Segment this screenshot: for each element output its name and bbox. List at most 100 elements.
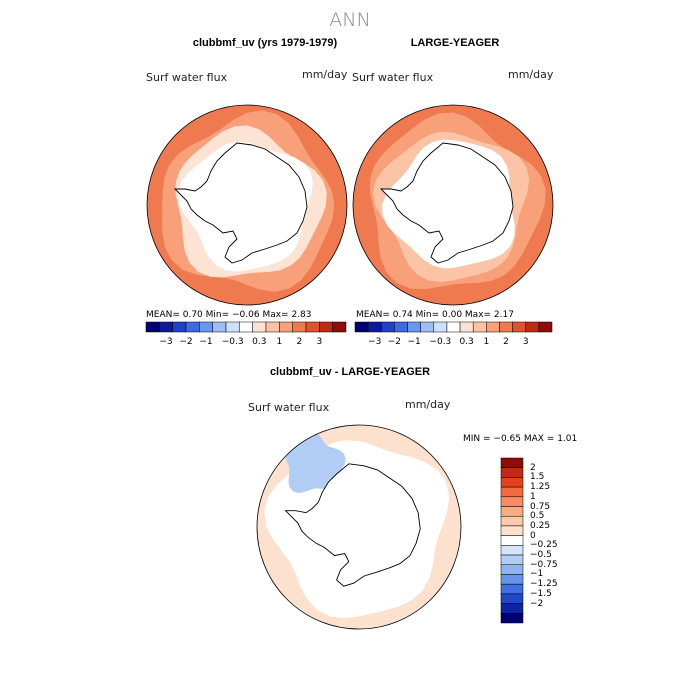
colorbar-swatch (500, 583, 524, 595)
colorbar-tick-label: 0.3 (459, 337, 474, 347)
map-border (146, 104, 348, 306)
colorbar-tick-label: 1.5 (530, 472, 545, 483)
colorbar-swatch (407, 321, 421, 333)
colorbar-difference (500, 457, 524, 624)
colorbar-swatch (500, 467, 524, 478)
panel1-units-label: mm/day (302, 68, 348, 81)
panel2-variable-label: Surf water flux (352, 71, 434, 84)
colorbar-swatch (212, 321, 227, 333)
colorbar-tick-label: −1 (530, 569, 544, 580)
colorbar-swatch (500, 564, 524, 575)
colorbar-tick-label: 3 (316, 337, 323, 347)
colorbar-swatch (265, 321, 280, 333)
colorbar-swatch (354, 321, 369, 333)
panel2-units-label: mm/day (508, 68, 554, 81)
colorbar-swatch (332, 321, 347, 333)
colorbar-panel2 (354, 321, 553, 333)
colorbar-swatch (486, 321, 500, 333)
map-border (256, 424, 462, 630)
colorbar-panel1 (145, 321, 347, 333)
colorbar-tick-label: 0.75 (530, 501, 551, 512)
colorbar-tick-label: 0.3 (252, 337, 267, 347)
colorbar-swatch (500, 535, 524, 546)
colorbar-swatch (381, 321, 395, 333)
colorbar-swatch (525, 321, 540, 333)
colorbar-tick-label: 1.25 (530, 482, 551, 493)
panel3-variable-label: Surf water flux (248, 401, 330, 414)
colorbar-swatch (500, 554, 524, 566)
colorbar-swatch (225, 321, 240, 333)
panel3-units-label: mm/day (405, 398, 451, 411)
colorbar-swatch (500, 525, 524, 536)
panel1-title: clubbmf_uv (yrs 1979-1979) (192, 37, 338, 49)
colorbar-tick-label: 0 (530, 530, 536, 541)
colorbar-difference-ticks: 2 1.5 1.25 1 0.75 0.5 0.25 0 −0.25 −0.5 −0.75 −1 −1.… (530, 458, 590, 623)
colorbar-swatch (279, 321, 293, 333)
colorbar-tick-label: 3 (522, 337, 529, 347)
continent-outline (379, 142, 514, 264)
panel3-stats: MIN = −0.65 MAX = 1.01 (463, 434, 578, 444)
map-field (257, 425, 461, 629)
colorbar-tick-label: −3 (159, 337, 173, 347)
colorbar-swatch (394, 321, 408, 333)
colorbar-swatch (252, 321, 267, 333)
panel3-title: clubbmf_uv - LARGE-YEAGER (269, 366, 431, 378)
colorbar-swatch (305, 321, 320, 333)
colorbar-swatch (512, 321, 526, 333)
colorbar-tick-label: −1 (407, 337, 421, 347)
map-panel3 (256, 424, 462, 630)
colorbar-tick-label: −1.5 (530, 588, 552, 599)
colorbar-panel1-ticks: −3 −2 −1 −0.3 0.3 1 2 3 (146, 337, 346, 349)
colorbar-swatch (159, 321, 173, 333)
continent-outline (173, 142, 308, 264)
colorbar-tick-label: 1 (530, 491, 536, 502)
colorbar-swatch (500, 496, 524, 507)
colorbar-swatch (420, 321, 435, 333)
colorbar-swatch (319, 321, 333, 333)
colorbar-swatch (459, 321, 474, 333)
colorbar-tick-label: −2 (530, 598, 544, 609)
colorbar-swatch (499, 321, 513, 333)
colorbar-tick-label: −2 (387, 337, 402, 347)
colorbar-swatch (538, 321, 553, 333)
panel2-title: LARGE-YEAGER (410, 37, 500, 49)
colorbar-tick-label: 1 (483, 337, 490, 347)
colorbar-tick-label: −0.75 (530, 559, 558, 570)
colorbar-swatch (172, 321, 187, 333)
map-panel2 (352, 104, 554, 306)
colorbar-tick-label: −0.5 (530, 550, 552, 561)
colorbar-swatch (433, 321, 448, 333)
colorbar-swatch (500, 515, 524, 527)
colorbar-swatch (446, 321, 461, 333)
colorbar-tick-label: 1 (276, 337, 283, 347)
colorbar-swatch (500, 457, 524, 468)
colorbar-swatch (199, 321, 213, 333)
colorbar-swatch (472, 321, 487, 333)
colorbar-tick-label: 0.5 (530, 511, 545, 522)
map-field (147, 105, 347, 305)
figure-title: ANN (329, 9, 371, 31)
panel2-stats: MEAN= 0.74 Min= 0.00 Max= 2.17 (356, 310, 514, 320)
colorbar-tick-label: 2 (296, 337, 303, 347)
colorbar-swatch (500, 593, 524, 604)
anomaly-region (285, 431, 346, 493)
map-panel1 (146, 104, 348, 306)
map-field (353, 105, 553, 305)
colorbar-swatch (292, 321, 307, 333)
colorbar-swatch (500, 506, 524, 517)
colorbar-swatch (239, 321, 253, 333)
colorbar-swatch (500, 574, 524, 585)
colorbar-swatch (500, 545, 524, 556)
colorbar-swatch (185, 321, 200, 333)
colorbar-tick-label: −3 (368, 337, 382, 347)
panel1-stats: MEAN= 0.70 Min= −0.06 Max= 2.83 (146, 310, 312, 320)
colorbar-swatch (500, 477, 524, 488)
continent-outline (284, 463, 421, 587)
colorbar-tick-label: −1.25 (530, 579, 558, 590)
colorbar-swatch (500, 613, 524, 624)
colorbar-swatch (145, 321, 160, 333)
colorbar-panel2-ticks: −3 −2 −1 −0.3 0.3 1 2 3 (355, 337, 552, 349)
colorbar-tick-label: −0.25 (530, 540, 558, 551)
colorbar-tick-label: 2 (530, 462, 536, 473)
colorbar-tick-label: −0.3 (429, 337, 452, 347)
